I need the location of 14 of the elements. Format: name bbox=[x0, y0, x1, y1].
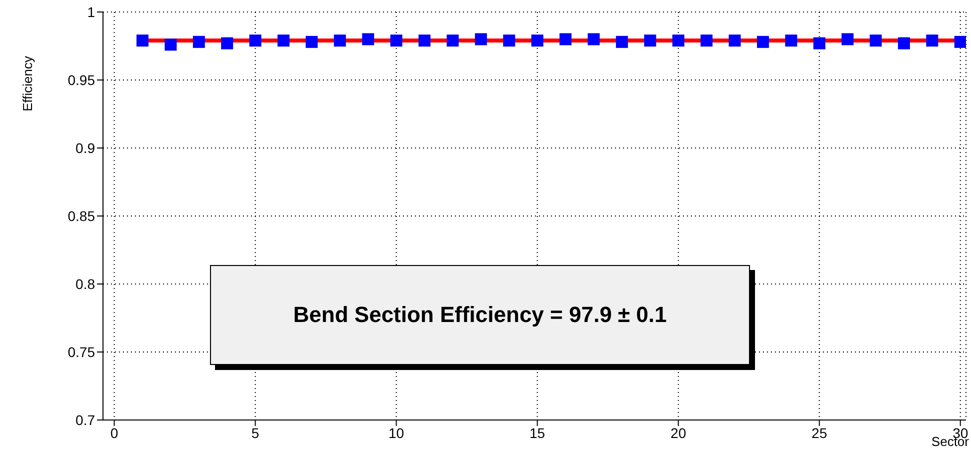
x-tick-label: 5 bbox=[251, 424, 260, 441]
x-tick-label: 25 bbox=[812, 424, 828, 441]
y-tick-label: 0.9 bbox=[76, 140, 96, 156]
x-tick-label: 15 bbox=[530, 424, 546, 441]
x-tick-label: 0 bbox=[110, 424, 118, 441]
x-tick-label: 10 bbox=[388, 424, 404, 441]
y-tick-label: 0.7 bbox=[76, 412, 96, 428]
y-tick-label: 0.95 bbox=[68, 72, 96, 88]
y-tick-label: 1 bbox=[87, 4, 96, 20]
y-tick-label: 0.85 bbox=[68, 208, 96, 224]
y-axis-title: Efficiency bbox=[20, 56, 35, 112]
y-tick-label: 0.8 bbox=[76, 276, 96, 292]
x-tick-label: 20 bbox=[670, 424, 686, 441]
y-tick-label: 0.75 bbox=[68, 344, 96, 360]
